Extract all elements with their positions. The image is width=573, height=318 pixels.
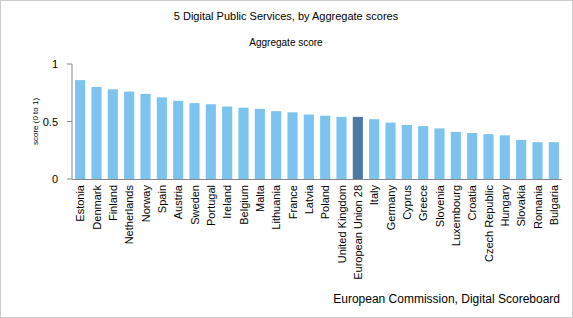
x-tick-label: Slovenia: [434, 184, 446, 227]
y-tick-label: 1: [52, 58, 58, 70]
x-tick-label: Estonia: [74, 184, 86, 222]
bar: [287, 112, 297, 179]
source: European Commission, Digital Scoreboard: [333, 292, 560, 306]
x-tick-label: Norway: [140, 185, 152, 223]
x-tick-label: Austria: [172, 184, 184, 219]
bar: [271, 111, 281, 179]
bar: [140, 94, 150, 179]
bar: [91, 87, 101, 179]
x-tick-label: Czech Republic: [483, 185, 495, 263]
bar: [451, 132, 461, 179]
bar: [549, 142, 559, 179]
bar: [75, 80, 85, 179]
bar: [304, 115, 314, 179]
x-tick-label: Slovakia: [515, 184, 527, 226]
y-tick: [67, 64, 72, 65]
bar: [320, 116, 330, 179]
x-tick-label: Denmark: [91, 185, 103, 230]
x-tick-label: Italy: [368, 185, 380, 206]
x-tick-label: Luxembourg: [450, 185, 462, 246]
x-tick-label: Portugal: [205, 185, 217, 226]
bars: [75, 80, 559, 179]
x-tick-label: France: [287, 185, 299, 219]
x-tick-label: Bulgaria: [548, 184, 560, 225]
bar: [353, 117, 363, 179]
bar: [369, 119, 379, 179]
y-axis-label: score (0 to 1): [31, 98, 40, 145]
bar: [385, 123, 395, 179]
x-tick-label: Hungary: [499, 185, 511, 227]
x-tick-label: Netherlands: [123, 185, 135, 245]
y-tick: [67, 121, 72, 122]
bar: [500, 135, 510, 179]
x-tick-label: Spain: [156, 185, 168, 213]
bar: [532, 142, 542, 179]
bar: [108, 89, 118, 179]
y-tick: [67, 179, 72, 180]
x-tick-label: Poland: [319, 185, 331, 219]
x-tick-label: Sweden: [189, 185, 201, 225]
bar: [516, 140, 526, 179]
x-tick-label: Cyprus: [401, 185, 413, 220]
bar: [467, 133, 477, 179]
x-axis: [72, 179, 562, 180]
x-tick-label: Belgium: [238, 185, 250, 225]
x-tick-label: Finland: [107, 185, 119, 221]
x-tick-label: Lithuania: [270, 184, 282, 230]
title: 5 Digital Public Services, by Aggregate …: [174, 10, 399, 22]
x-tick-label: United Kingdom: [336, 185, 348, 263]
bar: [173, 101, 183, 179]
x-tick-label: European Union 28: [352, 185, 364, 280]
bar: [483, 134, 493, 179]
bar: [434, 128, 444, 179]
bar: [418, 126, 428, 179]
x-tick-label: Latvia: [303, 184, 315, 214]
subtitle: Aggregate score: [249, 37, 323, 48]
x-tick-label: Romania: [532, 184, 544, 229]
x-tick-label: Ireland: [221, 185, 233, 219]
frame: [1, 1, 573, 318]
bar: [222, 107, 232, 179]
bar: [189, 103, 199, 179]
bar: [402, 125, 412, 179]
y-axis: [72, 64, 73, 179]
bar: [238, 108, 248, 179]
bar: [206, 104, 216, 179]
bar: [157, 97, 167, 179]
x-tick-label: Greece: [417, 185, 429, 221]
bar: [255, 109, 265, 179]
bar: [124, 92, 134, 179]
x-tick-label: Germany: [385, 185, 397, 231]
chart: 5 Digital Public Services, by Aggregate …: [0, 0, 573, 318]
x-tick-label: Malta: [254, 184, 266, 212]
y-tick-label: 0: [52, 173, 58, 185]
x-tick-label: Croatia: [466, 184, 478, 220]
bar: [336, 117, 346, 179]
y-tick-label: 0.5: [43, 116, 58, 128]
